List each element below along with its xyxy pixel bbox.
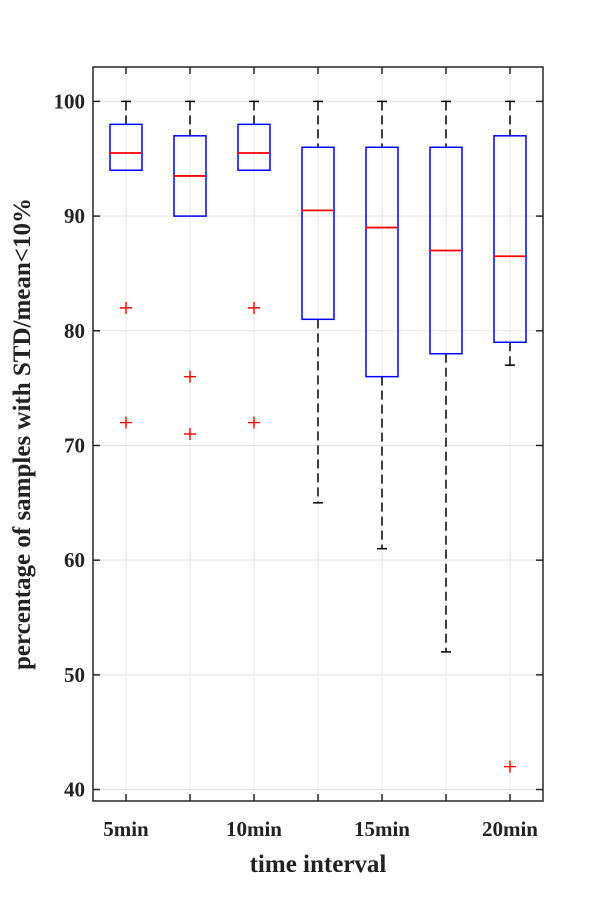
box-iqr: [301, 146, 335, 321]
y-tick-label: 60: [64, 548, 85, 572]
x-axis-title: time interval: [250, 851, 387, 878]
y-axis-title: percentage of samples with STD/mean<10%: [9, 198, 36, 670]
box-5: [365, 100, 399, 550]
box-3: [237, 100, 271, 429]
outlier-marker: [184, 370, 196, 383]
box-4: [301, 100, 335, 504]
tick-labels: 40 50 60 70 80 90 100 5min 10min 15min 20min: [54, 89, 539, 841]
axis-ticks: [93, 67, 543, 801]
y-tick-label: 100: [54, 89, 86, 113]
y-tick-label: 80: [64, 319, 85, 343]
x-tick-label: 10min: [226, 817, 282, 841]
y-tick-label: 50: [64, 663, 85, 687]
outlier-marker: [248, 301, 260, 314]
box-iqr: [237, 123, 271, 171]
outlier-marker: [120, 301, 132, 314]
box-iqr: [493, 135, 527, 343]
outlier-marker: [504, 760, 516, 773]
x-tick-label: 5min: [103, 817, 149, 841]
grid-lines: [93, 67, 543, 801]
y-tick-label: 70: [64, 433, 85, 457]
outlier-marker: [248, 416, 260, 429]
box-1: [109, 100, 143, 429]
x-tick-label: 20min: [482, 817, 538, 841]
y-tick-label: 40: [64, 778, 85, 802]
box-6: [429, 100, 463, 653]
x-tick-label: 15min: [354, 817, 410, 841]
boxes: [109, 100, 527, 773]
box-iqr: [365, 146, 399, 378]
outlier-marker: [184, 428, 196, 440]
box-2: [173, 100, 207, 440]
outlier-marker: [120, 416, 132, 429]
box-iqr: [109, 123, 143, 171]
box-7: [493, 100, 527, 773]
y-tick-label: 90: [64, 204, 85, 228]
